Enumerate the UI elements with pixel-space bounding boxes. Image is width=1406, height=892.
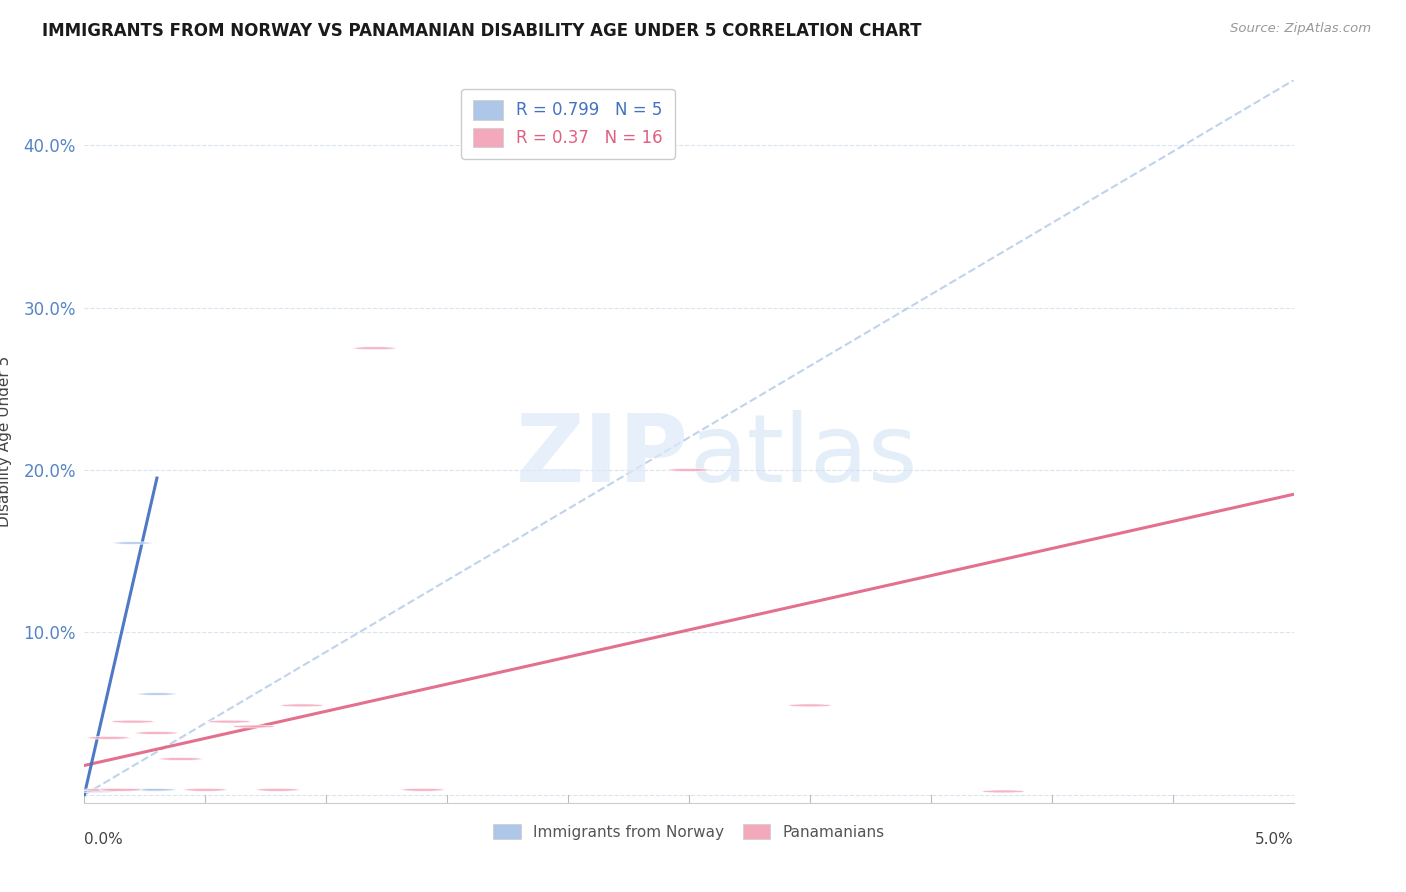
Circle shape <box>981 790 1025 793</box>
Circle shape <box>789 704 831 706</box>
Circle shape <box>256 789 299 791</box>
Circle shape <box>401 789 444 791</box>
Circle shape <box>77 790 115 793</box>
Circle shape <box>82 789 125 791</box>
Circle shape <box>184 789 226 791</box>
Circle shape <box>125 789 165 791</box>
Text: 0.0%: 0.0% <box>84 832 124 847</box>
Circle shape <box>280 704 323 706</box>
Circle shape <box>98 789 142 791</box>
Circle shape <box>159 757 202 760</box>
Circle shape <box>232 725 276 728</box>
Circle shape <box>135 731 179 734</box>
Y-axis label: Disability Age Under 5: Disability Age Under 5 <box>0 356 13 527</box>
Text: ZIP: ZIP <box>516 410 689 502</box>
Circle shape <box>353 347 396 350</box>
Legend: Immigrants from Norway, Panamanians: Immigrants from Norway, Panamanians <box>488 818 890 846</box>
Text: atlas: atlas <box>689 410 917 502</box>
Text: Source: ZipAtlas.com: Source: ZipAtlas.com <box>1230 22 1371 36</box>
Text: IMMIGRANTS FROM NORWAY VS PANAMANIAN DISABILITY AGE UNDER 5 CORRELATION CHART: IMMIGRANTS FROM NORWAY VS PANAMANIAN DIS… <box>42 22 922 40</box>
Circle shape <box>111 720 155 723</box>
Circle shape <box>138 789 176 791</box>
Circle shape <box>208 720 252 723</box>
Circle shape <box>114 541 152 544</box>
Text: 5.0%: 5.0% <box>1254 832 1294 847</box>
Circle shape <box>668 468 710 471</box>
Circle shape <box>87 737 131 739</box>
Circle shape <box>138 693 176 696</box>
